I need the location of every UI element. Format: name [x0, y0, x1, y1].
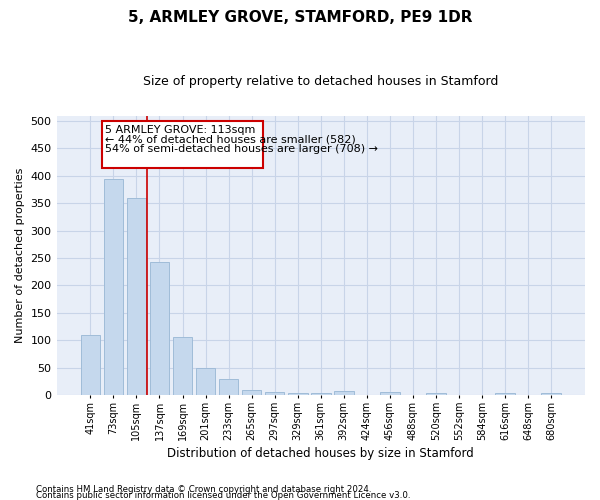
Text: ← 44% of detached houses are smaller (582): ← 44% of detached houses are smaller (58… — [106, 134, 356, 144]
Bar — [127, 198, 146, 395]
Bar — [265, 392, 284, 395]
Bar — [173, 338, 193, 395]
Text: 5 ARMLEY GROVE: 113sqm: 5 ARMLEY GROVE: 113sqm — [106, 126, 256, 136]
Text: Contains public sector information licensed under the Open Government Licence v3: Contains public sector information licen… — [36, 490, 410, 500]
Text: 5, ARMLEY GROVE, STAMFORD, PE9 1DR: 5, ARMLEY GROVE, STAMFORD, PE9 1DR — [128, 10, 472, 25]
FancyBboxPatch shape — [102, 121, 263, 168]
Bar — [334, 390, 353, 395]
Bar — [219, 378, 238, 395]
Bar — [242, 390, 262, 395]
Bar — [149, 262, 169, 395]
Bar — [311, 393, 331, 395]
Title: Size of property relative to detached houses in Stamford: Size of property relative to detached ho… — [143, 75, 499, 88]
X-axis label: Distribution of detached houses by size in Stamford: Distribution of detached houses by size … — [167, 447, 474, 460]
Bar — [196, 368, 215, 395]
Bar — [426, 394, 446, 395]
Text: 54% of semi-detached houses are larger (708) →: 54% of semi-detached houses are larger (… — [106, 144, 379, 154]
Bar — [288, 393, 308, 395]
Bar — [80, 334, 100, 395]
Y-axis label: Number of detached properties: Number of detached properties — [15, 168, 25, 343]
Bar — [104, 178, 123, 395]
Bar — [496, 394, 515, 395]
Text: Contains HM Land Registry data © Crown copyright and database right 2024.: Contains HM Land Registry data © Crown c… — [36, 484, 371, 494]
Bar — [380, 392, 400, 395]
Bar — [541, 394, 561, 395]
